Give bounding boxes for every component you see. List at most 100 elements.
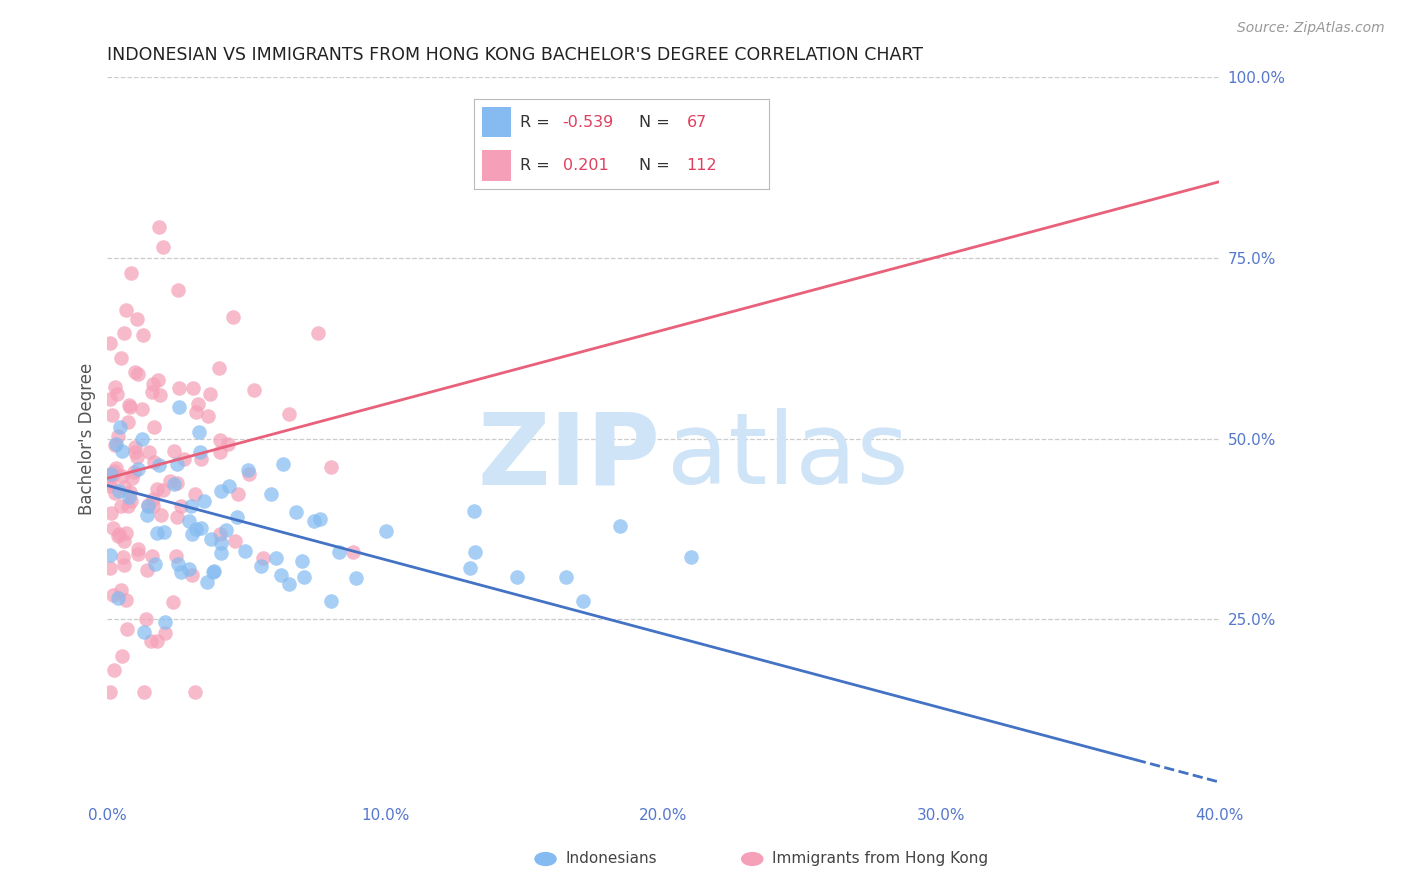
Point bbox=[209, 535, 232, 549]
Point bbox=[170, 499, 193, 513]
Point bbox=[139, 634, 162, 648]
Point bbox=[104, 438, 127, 452]
Point bbox=[127, 367, 149, 381]
Point bbox=[101, 468, 124, 483]
Point bbox=[165, 549, 187, 563]
Point bbox=[218, 479, 240, 493]
Point bbox=[242, 383, 264, 397]
Y-axis label: Bachelor's Degree: Bachelor's Degree bbox=[79, 362, 96, 515]
Point bbox=[107, 591, 129, 606]
Point bbox=[190, 521, 212, 535]
Point bbox=[166, 457, 188, 471]
Text: ZIP: ZIP bbox=[477, 409, 659, 505]
Point bbox=[124, 465, 146, 479]
Point bbox=[131, 401, 153, 416]
Point bbox=[458, 561, 481, 575]
Point bbox=[141, 549, 163, 563]
Point bbox=[105, 387, 128, 401]
Point bbox=[270, 568, 292, 582]
Point bbox=[344, 571, 367, 585]
Point bbox=[115, 302, 138, 317]
Point bbox=[118, 398, 141, 412]
Point bbox=[124, 445, 146, 459]
Point bbox=[141, 385, 163, 400]
Point bbox=[554, 570, 576, 584]
Point bbox=[236, 463, 259, 477]
Point bbox=[278, 576, 301, 591]
Point bbox=[166, 475, 188, 490]
Point bbox=[117, 415, 139, 429]
Point bbox=[195, 575, 218, 590]
Point bbox=[124, 440, 146, 454]
Point bbox=[127, 462, 149, 476]
Point bbox=[98, 549, 121, 563]
Point bbox=[167, 557, 190, 571]
Point bbox=[179, 514, 201, 528]
Point bbox=[302, 514, 325, 528]
Point bbox=[120, 494, 142, 508]
Point bbox=[115, 526, 138, 541]
Point bbox=[134, 684, 156, 698]
Point bbox=[112, 558, 135, 572]
Point bbox=[170, 565, 193, 579]
Point bbox=[209, 484, 232, 499]
Point bbox=[181, 527, 204, 541]
Point bbox=[143, 455, 166, 469]
Text: atlas: atlas bbox=[666, 409, 908, 505]
Point bbox=[111, 648, 134, 663]
Point bbox=[127, 548, 149, 562]
Point bbox=[271, 457, 294, 471]
Point bbox=[108, 483, 131, 498]
Point bbox=[149, 388, 172, 402]
Point bbox=[120, 266, 142, 280]
Point bbox=[180, 499, 202, 513]
Point bbox=[120, 401, 142, 415]
Point bbox=[132, 327, 155, 342]
Point bbox=[112, 533, 135, 548]
Point bbox=[152, 483, 174, 498]
Point bbox=[104, 486, 127, 500]
Point bbox=[250, 558, 273, 573]
Point bbox=[208, 360, 231, 375]
Point bbox=[100, 467, 122, 482]
Point bbox=[609, 518, 631, 533]
Point bbox=[118, 485, 141, 500]
Point bbox=[98, 561, 121, 575]
Point bbox=[118, 490, 141, 504]
Point bbox=[98, 476, 121, 491]
Point bbox=[152, 240, 174, 254]
Point bbox=[112, 549, 135, 564]
Point bbox=[209, 526, 232, 541]
Point bbox=[208, 445, 231, 459]
Point bbox=[121, 470, 143, 484]
Point bbox=[278, 407, 301, 421]
Point bbox=[188, 425, 211, 440]
Point bbox=[328, 545, 350, 559]
Point bbox=[136, 508, 159, 523]
Point bbox=[184, 522, 207, 536]
Point bbox=[127, 312, 149, 326]
Point bbox=[159, 474, 181, 488]
Point bbox=[463, 503, 485, 517]
Point bbox=[163, 477, 186, 491]
Point bbox=[111, 444, 134, 458]
Point bbox=[98, 335, 121, 350]
Point bbox=[177, 562, 200, 576]
Point bbox=[138, 444, 160, 458]
Point bbox=[167, 381, 190, 395]
Point bbox=[209, 546, 232, 560]
Point bbox=[110, 468, 132, 483]
Point bbox=[292, 569, 315, 583]
Point bbox=[124, 365, 146, 379]
Point bbox=[163, 444, 186, 458]
Point bbox=[572, 594, 595, 608]
Point bbox=[117, 499, 139, 513]
Point bbox=[98, 479, 121, 493]
Point bbox=[105, 460, 128, 475]
Point bbox=[307, 326, 329, 340]
Point bbox=[166, 284, 188, 298]
Point bbox=[238, 467, 260, 481]
Point bbox=[153, 524, 176, 539]
Point bbox=[125, 450, 148, 465]
Point bbox=[108, 419, 131, 434]
